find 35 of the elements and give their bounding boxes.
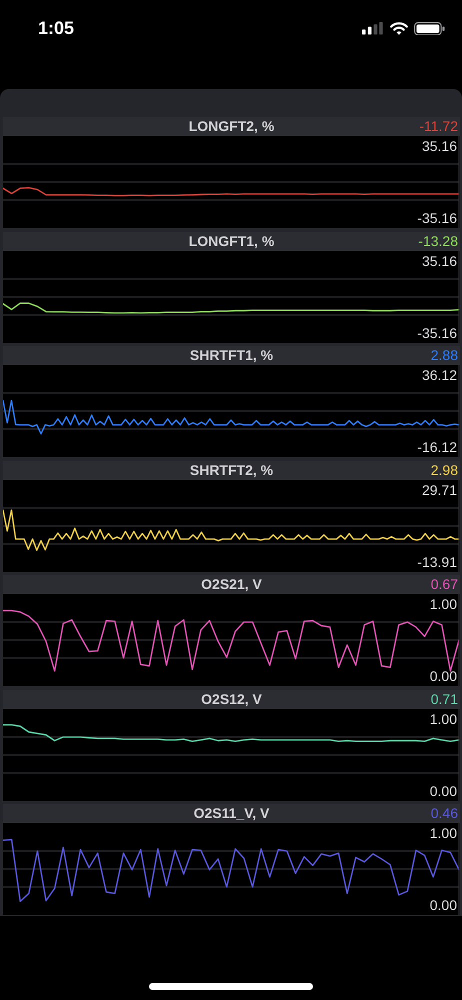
text: 0.71 xyxy=(430,690,458,708)
chart-title: O2S21, V xyxy=(201,576,262,592)
y-tick-label: -35.16 xyxy=(417,324,458,340)
y-tick-label: 1.00 xyxy=(430,710,458,727)
chart-title: LONGFT1, % xyxy=(188,232,274,248)
chart-title: SHRTFT1, % xyxy=(190,347,274,363)
line-series xyxy=(3,508,460,550)
text: 0.46 xyxy=(430,804,458,823)
line-series xyxy=(3,400,460,434)
line-series xyxy=(3,302,460,314)
text: 2.88 xyxy=(430,346,458,365)
chart-title: O2S12, V xyxy=(201,690,262,706)
text: 2.98 xyxy=(430,460,458,480)
y-tick-label: 29.71 xyxy=(422,482,458,498)
y-tick-label: 36.12 xyxy=(422,367,458,384)
y-tick-label: -16.12 xyxy=(417,438,458,455)
y-tick-label: 1.00 xyxy=(430,825,458,842)
line-series xyxy=(3,610,460,672)
line-series xyxy=(3,187,460,196)
y-tick-label: 0.00 xyxy=(430,782,458,798)
y-tick-label: 1.00 xyxy=(430,596,458,612)
text: 1:05 xyxy=(38,17,74,39)
text: -13.28 xyxy=(418,232,458,250)
y-tick-label: -35.16 xyxy=(417,210,458,226)
text: -11.72 xyxy=(419,117,458,136)
y-tick-label: -13.91 xyxy=(417,554,458,570)
text: 0.67 xyxy=(430,575,458,594)
line-series xyxy=(3,724,460,742)
chart-title: LONGFT2, % xyxy=(188,118,274,134)
chart-title: SHRTFT2, % xyxy=(190,462,274,478)
y-tick-label: 0.00 xyxy=(430,896,458,913)
y-tick-label: 0.00 xyxy=(430,668,458,684)
y-tick-label: 35.16 xyxy=(422,138,458,154)
y-tick-label: 35.16 xyxy=(422,252,458,269)
chart-title: O2S11_V, V xyxy=(194,805,270,821)
